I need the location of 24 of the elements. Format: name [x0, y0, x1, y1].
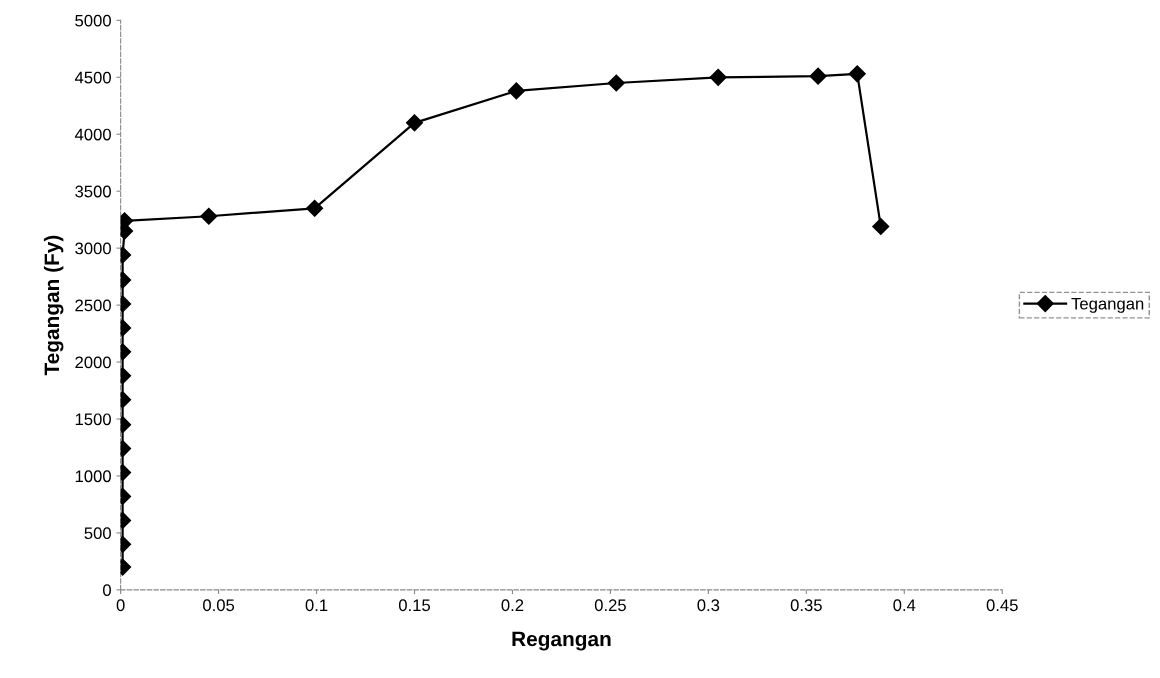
- y-tick-label: 3000: [75, 242, 111, 255]
- x-tick-label: 0.25: [594, 599, 626, 612]
- y-tick-label: 1500: [75, 413, 111, 426]
- x-tick-label: 0.2: [501, 599, 524, 612]
- x-tick-label: 0.1: [305, 599, 328, 612]
- x-tick-label: 0.3: [697, 599, 720, 612]
- y-tick-label: 2500: [75, 299, 111, 312]
- y-tick-label: 2000: [75, 356, 111, 369]
- x-axis-title: Regangan: [512, 631, 611, 651]
- y-tick-label: 5000: [75, 14, 111, 27]
- y-tick-label: 0: [103, 584, 111, 597]
- x-tick-label: 0.4: [893, 599, 916, 612]
- y-tick-label: 4500: [74, 71, 111, 84]
- x-tick-label: 0.35: [790, 599, 822, 612]
- y-tick-label: 1000: [75, 470, 111, 483]
- x-tick-label: 0.15: [398, 599, 431, 612]
- x-tick-label: 0.45: [986, 599, 1018, 612]
- y-tick-label: 500: [84, 527, 111, 540]
- x-tick-label: 0.05: [203, 599, 235, 612]
- y-tick-label: 3500: [75, 185, 111, 198]
- y-tick-label: 4000: [74, 128, 111, 141]
- x-tick-label: 0: [116, 599, 125, 612]
- legend-label: Tegangan: [1071, 297, 1144, 313]
- y-axis-title: Tegangan (Fy): [43, 235, 64, 376]
